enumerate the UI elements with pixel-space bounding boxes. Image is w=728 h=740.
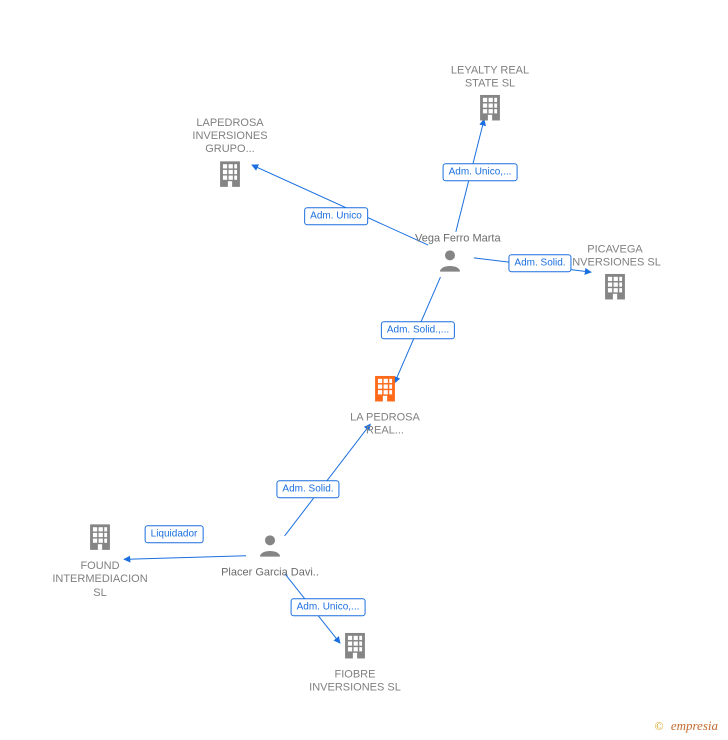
node-label: Vega Ferro Marta [415, 232, 505, 245]
node-label: LEYALTY REAL STATE SL [435, 65, 545, 91]
node-label: FIOBRE INVERSIONES SL [300, 669, 410, 695]
node-placer[interactable]: Placer Garcia Davi.. [215, 530, 325, 579]
company-icon [338, 654, 372, 666]
edge-label: Adm. Unico,... [291, 598, 366, 616]
node-fiobre[interactable]: FIOBRE INVERSIONES SL [300, 629, 410, 696]
node-label: FOUND INTERMEDIACION SL [45, 560, 155, 600]
node-label: LAPEDROSA INVERSIONES GRUPO... [175, 117, 285, 157]
node-la_pedrosa_real[interactable]: LA PEDROSA REAL... [330, 372, 440, 439]
node-lapedrosa_inv[interactable]: LAPEDROSA INVERSIONES GRUPO... [175, 115, 285, 195]
node-picavega[interactable]: PICAVEGA INVERSIONES SL [560, 242, 670, 309]
node-label: PICAVEGA INVERSIONES SL [560, 244, 670, 270]
node-found_int[interactable]: FOUND INTERMEDIACION SL [45, 520, 155, 600]
company-icon [83, 545, 117, 557]
watermark: © empresia [654, 718, 718, 734]
company-icon [368, 397, 402, 409]
edge-marta-la_pedrosa_real [395, 277, 441, 383]
node-label: LA PEDROSA REAL... [330, 412, 440, 438]
node-label: Placer Garcia Davi.. [215, 567, 325, 580]
company-icon [473, 116, 507, 128]
company-icon [213, 182, 247, 194]
network-diagram: LAPEDROSA INVERSIONES GRUPO... LEYALTY R… [0, 0, 728, 740]
edge-label: Adm. Unico,... [443, 163, 518, 181]
node-marta[interactable]: Vega Ferro Marta [395, 230, 505, 279]
brand-name: empresia [671, 718, 718, 733]
edge-label: Adm. Solid.,... [381, 321, 455, 339]
edge-placer-la_pedrosa_real [285, 424, 371, 536]
person-icon [435, 267, 465, 279]
node-leyalty[interactable]: LEYALTY REAL STATE SL [435, 63, 545, 130]
company-icon [598, 295, 632, 307]
edge-label: Adm. Solid. [276, 480, 339, 498]
edge-label: Adm. Unico [304, 207, 368, 225]
copyright-symbol: © [654, 719, 663, 733]
person-icon [255, 551, 285, 563]
edge-marta-leyalty [456, 119, 484, 231]
